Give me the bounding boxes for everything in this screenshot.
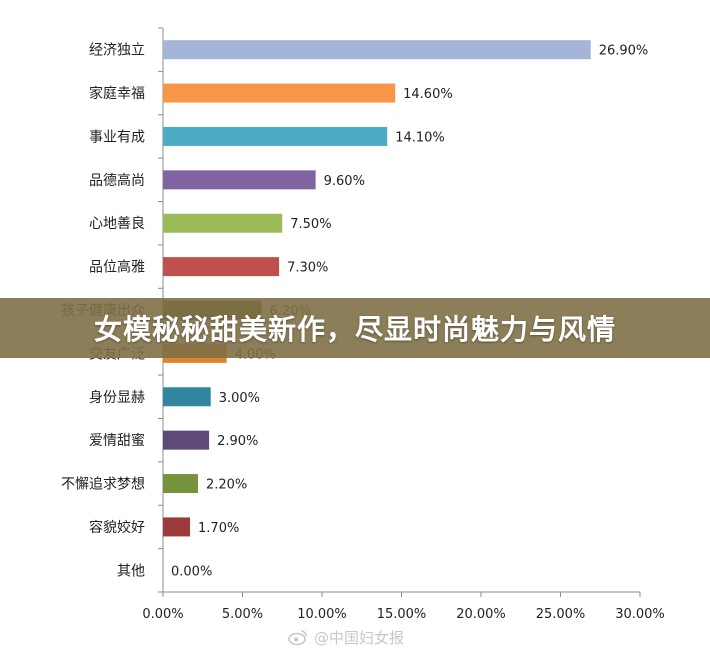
category-label: 品德高尚 [89, 172, 145, 189]
value-label: 14.60% [403, 87, 453, 102]
category-label: 家庭幸福 [89, 85, 145, 102]
x-tick-label: 10.00% [297, 607, 347, 622]
bar [163, 170, 316, 190]
value-label: 3.00% [219, 391, 260, 406]
value-label: 0.00% [171, 564, 212, 579]
category-label: 不懈追求梦想 [61, 476, 145, 493]
value-label: 1.70% [198, 521, 239, 536]
category-label: 心地善良 [89, 216, 145, 232]
value-label: 9.60% [324, 174, 365, 189]
x-tick-label: 25.00% [536, 607, 586, 622]
bar [163, 474, 198, 494]
x-tick-label: 30.00% [615, 607, 665, 622]
x-tick-label: 15.00% [377, 607, 427, 622]
category-label: 事业有成 [89, 129, 145, 145]
bar [163, 126, 388, 146]
watermark-text: @中国妇女报 [314, 628, 405, 647]
x-tick-label: 0.00% [142, 607, 183, 622]
value-label: 2.20% [206, 478, 247, 493]
value-label: 26.90% [599, 44, 649, 59]
value-label: 7.50% [290, 217, 331, 232]
x-tick-label: 20.00% [456, 607, 506, 622]
value-label: 7.30% [287, 261, 328, 276]
watermark: @中国妇女报 [288, 626, 404, 648]
value-label: 2.90% [217, 434, 258, 449]
bar [163, 83, 396, 103]
category-label: 爱情甜蜜 [89, 433, 145, 449]
bar [163, 257, 280, 277]
title-banner: 女模秘秘甜美新作，尽显时尚魅力与风情 [0, 298, 710, 358]
bar [163, 387, 211, 407]
weibo-icon [288, 630, 307, 645]
bar [163, 40, 591, 60]
category-label: 品位高雅 [89, 259, 145, 276]
category-label: 身份显赫 [89, 390, 145, 406]
value-label: 14.10% [395, 130, 445, 145]
x-tick-label: 5.00% [222, 607, 263, 622]
category-label: 容貌姣好 [89, 519, 145, 536]
bar [163, 213, 283, 233]
bar [163, 517, 191, 537]
category-label: 经济独立 [89, 43, 145, 59]
banner-text: 女模秘秘甜美新作，尽显时尚魅力与风情 [93, 313, 616, 346]
category-label: 其他 [117, 563, 145, 579]
bar [163, 430, 210, 450]
